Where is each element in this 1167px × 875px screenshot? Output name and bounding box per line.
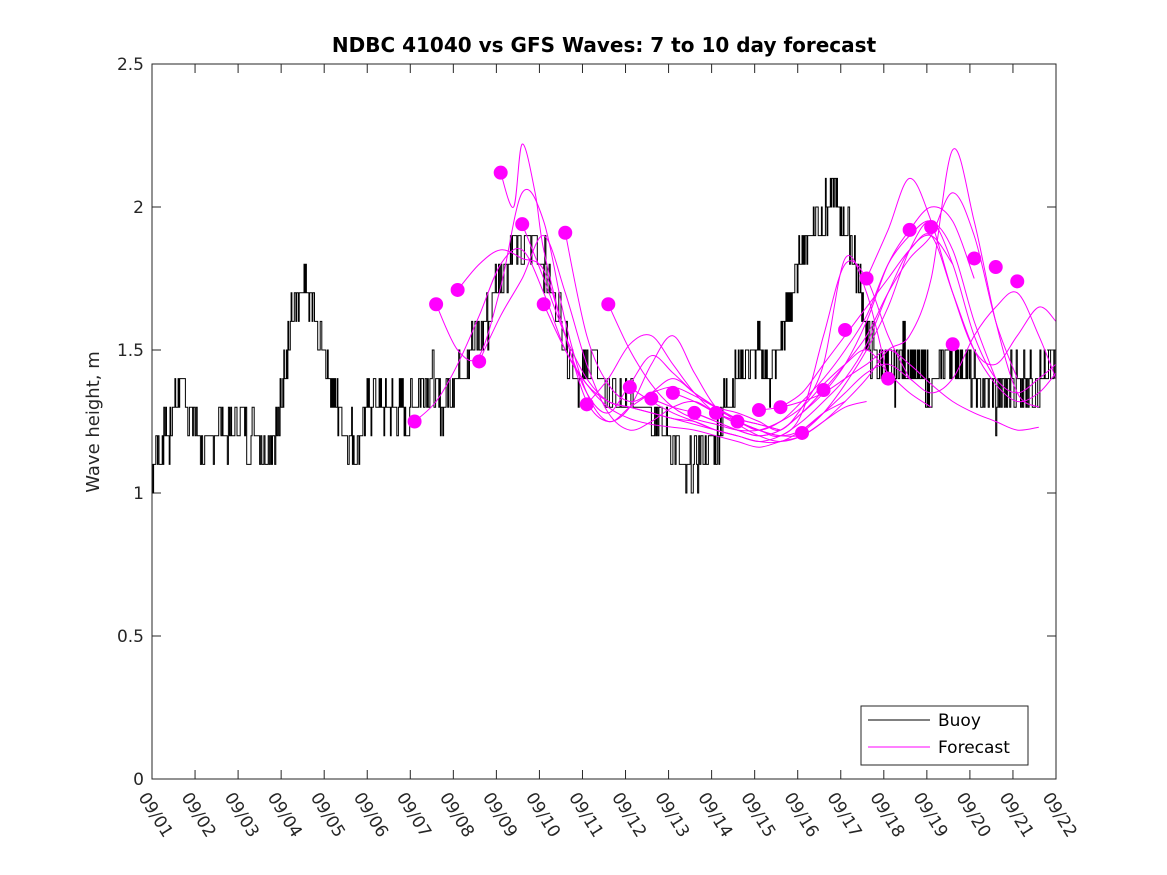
- x-tick-label: 09/15: [736, 789, 779, 841]
- forecast-line: [629, 234, 954, 443]
- x-tick-label: 09/21: [995, 789, 1038, 841]
- forecast-marker: [859, 271, 874, 286]
- forecast-marker: [751, 403, 766, 418]
- forecast-marker: [579, 397, 594, 412]
- x-tick-label: 09/20: [952, 789, 995, 841]
- forecast-marker: [838, 322, 853, 337]
- forecast-marker: [429, 297, 444, 312]
- forecast-marker: [515, 217, 530, 232]
- x-tick-label: 09/01: [134, 789, 177, 841]
- forecast-marker: [450, 282, 465, 297]
- forecast-marker: [881, 371, 896, 386]
- x-tick-label: 09/14: [693, 789, 736, 841]
- forecast-line: [694, 192, 1018, 437]
- x-tick-label: 09/04: [263, 789, 306, 841]
- forecast-marker: [687, 405, 702, 420]
- x-tick-label: 09/03: [220, 789, 263, 841]
- legend: Buoy Forecast: [860, 705, 1029, 766]
- x-tick-label: 09/22: [1038, 789, 1081, 841]
- forecast-marker: [1010, 274, 1025, 289]
- x-tick-label: 09/19: [909, 789, 952, 841]
- x-tick-label: 09/10: [521, 789, 564, 841]
- y-tick-label: 0: [133, 770, 144, 790]
- x-tick-label: 09/18: [866, 789, 909, 841]
- plot-area: [152, 64, 1056, 779]
- forecast-marker: [536, 297, 551, 312]
- x-tick-label: 09/13: [650, 789, 693, 841]
- legend-box: [860, 705, 1029, 766]
- forecast-markers: [407, 165, 1025, 440]
- y-tick-label: 1: [133, 484, 144, 504]
- x-tick-label: 09/05: [306, 789, 349, 841]
- x-tick-label: 09/16: [779, 789, 822, 841]
- forecast-marker: [795, 425, 810, 440]
- y-tick-label: 2: [133, 198, 144, 218]
- forecast-line: [737, 291, 1057, 437]
- y-tick-label: 1.5: [117, 341, 144, 361]
- x-tick-label: 09/06: [349, 789, 392, 841]
- forecast-marker: [730, 414, 745, 429]
- forecast-marker: [708, 405, 723, 420]
- forecast-line: [564, 232, 889, 432]
- x-tick-label: 09/07: [392, 789, 435, 841]
- forecast-line: [607, 303, 932, 432]
- forecast-line: [672, 220, 997, 431]
- legend-label-forecast: Forecast: [938, 738, 1010, 758]
- axes-box: [151, 63, 1057, 780]
- chart-title: NDBC 41040 vs GFS Waves: 7 to 10 day for…: [332, 33, 877, 57]
- forecast-marker: [644, 391, 659, 406]
- y-axis-label: Wave height, m: [83, 351, 104, 492]
- forecast-marker: [407, 414, 422, 429]
- forecast-marker: [622, 380, 637, 395]
- forecast-marker: [493, 165, 508, 180]
- forecast-series-group: [414, 143, 1057, 448]
- x-tick-label: 09/17: [823, 789, 866, 841]
- axes-frame: [151, 63, 1057, 780]
- forecast-line: [500, 143, 781, 431]
- forecast-line: [780, 233, 1057, 408]
- x-tick-label: 09/09: [478, 789, 521, 841]
- forecast-marker: [665, 385, 680, 400]
- forecast-marker: [924, 220, 939, 235]
- x-tick-label: 09/08: [435, 789, 478, 841]
- forecast-marker: [601, 297, 616, 312]
- x-tick-labels: 09/01 09/02 09/03 09/04 09/05 09/06 09/07 09/08…: [134, 789, 1081, 841]
- y-tick-label: 0.5: [117, 627, 144, 647]
- forecast-marker: [558, 225, 573, 240]
- forecast-marker: [472, 354, 487, 369]
- forecast-marker: [945, 337, 960, 352]
- forecast-marker: [773, 400, 788, 415]
- forecast-marker: [816, 383, 831, 398]
- forecast-line: [866, 177, 1057, 366]
- forecast-marker: [902, 222, 917, 237]
- forecast-marker: [988, 260, 1003, 275]
- forecast-marker: [967, 251, 982, 266]
- forecast-line: [457, 249, 781, 431]
- x-tick-label: 09/02: [177, 789, 220, 841]
- x-tick-label: 09/12: [607, 789, 650, 841]
- y-tick-labels: 0 0.5 1 1.5 2 2.5: [117, 55, 144, 790]
- x-tick-label: 09/11: [564, 789, 607, 841]
- forecast-line: [521, 224, 846, 444]
- forecast-line: [758, 349, 1039, 431]
- plot-background: [152, 64, 1056, 779]
- legend-label-buoy: Buoy: [938, 711, 981, 731]
- y-tick-label: 2.5: [117, 55, 144, 75]
